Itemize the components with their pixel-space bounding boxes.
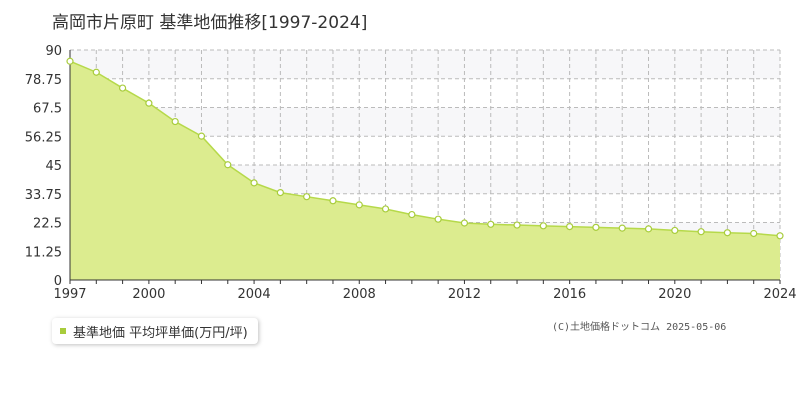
data-point (66, 57, 74, 65)
data-point (250, 179, 258, 187)
data-point (671, 226, 679, 235)
x-tick-label: 2000 (132, 287, 165, 302)
y-tick-labels: 0 11.25 22.5 33.75 45 56.25 67.5 78.75 90 (25, 44, 62, 289)
data-point (118, 84, 127, 92)
data-point (408, 210, 416, 219)
data-point (381, 205, 390, 213)
chart-title: 高岡市片原町 基準地価推移[1997-2024] (52, 13, 368, 33)
data-point (434, 215, 442, 223)
data-point (224, 161, 232, 169)
data-point (566, 222, 574, 231)
data-point (513, 221, 521, 229)
y-tick-label: 90 (45, 44, 62, 59)
data-markers (66, 57, 784, 240)
data-point (197, 132, 206, 140)
legend: 基準地価 平均坪単価(万円/坪) (52, 318, 258, 344)
data-point (592, 223, 600, 231)
data-point (487, 220, 495, 228)
y-tick-label: 0 (54, 274, 62, 289)
data-point (776, 232, 784, 240)
data-point (145, 99, 153, 107)
data-point (618, 224, 626, 232)
data-point (303, 193, 311, 201)
y-tick-label: 11.25 (25, 245, 62, 260)
x-tick-label: 2008 (343, 287, 376, 302)
data-point (750, 229, 758, 238)
series-line (69, 60, 781, 237)
x-tick-labels: 1997 2000 2004 2008 2012 2016 2020 2024 (53, 287, 796, 302)
data-point (171, 117, 179, 126)
legend-label: 基準地価 平均坪単価(万円/坪) (73, 325, 248, 341)
grid-band (70, 50, 780, 79)
data-point (644, 225, 653, 233)
axes (69, 50, 781, 284)
y-tick-label: 45 (45, 159, 62, 174)
data-point (276, 189, 284, 197)
y-tick-label: 67.5 (33, 102, 62, 117)
legend-swatch (60, 328, 66, 334)
data-point (460, 219, 469, 227)
data-point (92, 68, 100, 76)
y-tick-label: 33.75 (25, 188, 62, 203)
x-tick-label: 2012 (448, 287, 481, 302)
x-tick-label: 2004 (238, 287, 271, 302)
data-point (697, 228, 705, 236)
copyright-text: (C)土地価格ドットコム 2025-05-06 (552, 322, 727, 333)
y-tick-label: 56.25 (25, 130, 62, 145)
x-tick-label: 1997 (53, 287, 86, 302)
x-tick-label: 2016 (553, 287, 586, 302)
y-tick-label: 22.5 (33, 217, 62, 232)
series-area-fill (70, 61, 780, 280)
x-tick-label: 2024 (763, 287, 796, 302)
data-point (723, 229, 732, 237)
data-point (355, 201, 363, 209)
data-point (329, 197, 337, 205)
data-point (539, 222, 547, 230)
series-area (69, 60, 781, 280)
y-tick-label: 78.75 (25, 73, 62, 88)
x-tick-label: 2020 (658, 287, 691, 302)
